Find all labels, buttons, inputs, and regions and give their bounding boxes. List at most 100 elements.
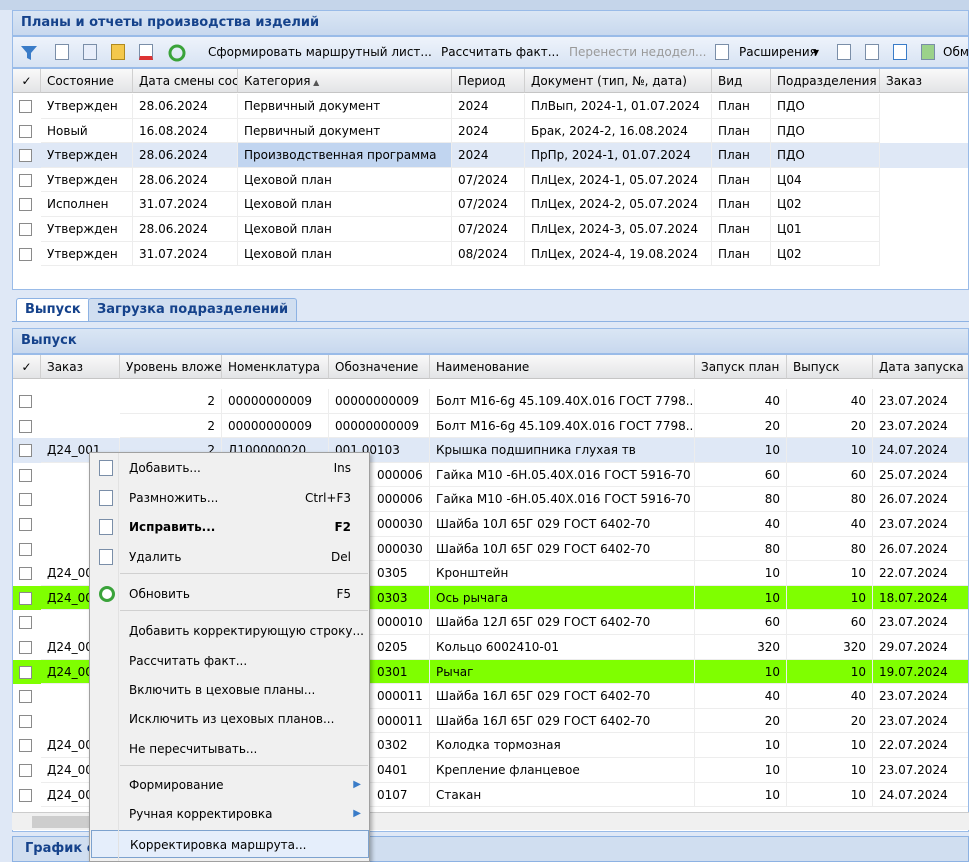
checkbox[interactable] [19, 665, 32, 679]
grid-row[interactable] [13, 241, 968, 267]
menu-item[interactable]: Добавить корректирующую строку... [91, 617, 369, 645]
menu-item[interactable]: Добавить... Ins [91, 454, 369, 482]
tab[interactable]: Загрузка подразделений [88, 298, 298, 321]
dropdown-arrow[interactable]: ▾ [813, 45, 820, 59]
column-header[interactable]: Номенклатура [222, 355, 329, 379]
menu-item[interactable]: Ручная корректировка ▶ [91, 800, 369, 828]
grid-cell: Ц02 [771, 241, 880, 267]
filter-icon[interactable] [19, 43, 39, 63]
edit-icon[interactable] [111, 44, 125, 60]
checkbox[interactable] [19, 100, 32, 113]
menu-item[interactable]: Рассчитать факт... [91, 647, 369, 675]
column-header[interactable]: Документ (тип, №, дата) [525, 69, 712, 93]
checkbox[interactable] [19, 591, 32, 605]
column-header[interactable]: ✓ [13, 355, 41, 379]
checkbox[interactable] [19, 518, 32, 531]
grid-cell: 000010 [329, 610, 430, 635]
column-header[interactable]: Состояние [41, 69, 133, 93]
menu-item[interactable]: Обновить F5 [91, 580, 369, 608]
column-header[interactable]: Категория ▲ [238, 69, 452, 93]
ext-icon[interactable] [715, 44, 729, 60]
tab[interactable]: Выпуск [16, 298, 90, 321]
checkbox[interactable] [19, 247, 32, 261]
grid-row[interactable] [13, 192, 968, 217]
sort-arrow: ▲ [310, 78, 320, 87]
grid-cell: 40 [787, 389, 873, 414]
copy-icon[interactable] [83, 44, 97, 60]
grid-cell: 24.07.2024 [873, 438, 968, 463]
checkbox[interactable] [19, 493, 32, 507]
grid-row[interactable] [13, 167, 968, 193]
menu-item[interactable]: Размножить... Ctrl+F3 [91, 484, 369, 512]
menu-item[interactable]: Не пересчитывать... [91, 735, 369, 763]
column-header[interactable]: Уровень вложен [120, 355, 222, 379]
column-header[interactable]: Дата запуска [873, 355, 968, 379]
column-header[interactable]: Выпуск [787, 355, 873, 379]
new-icon[interactable] [55, 44, 69, 60]
checkbox[interactable] [19, 690, 32, 704]
menu-item[interactable]: Корректировка маршрута... [91, 830, 369, 858]
grid-cell: 10 [787, 438, 873, 463]
checkbox[interactable] [19, 468, 32, 482]
column-header[interactable]: ✓ [13, 69, 41, 93]
grid-cell: 320 [787, 635, 873, 660]
menu-item[interactable]: Исправить... F2 [91, 513, 369, 541]
grid-cell: 20 [695, 708, 787, 734]
checkbox[interactable] [19, 395, 32, 408]
checkbox[interactable] [19, 739, 32, 753]
grid-row[interactable] [13, 217, 968, 242]
import-icon[interactable] [837, 44, 851, 60]
grid-cell: 10 [787, 782, 873, 808]
grid-row[interactable] [13, 143, 968, 168]
exchange-button[interactable]: Обме [943, 45, 969, 59]
grid-row[interactable] [13, 118, 968, 144]
menu-gutter [118, 453, 119, 861]
checkbox[interactable] [19, 542, 32, 556]
checkbox[interactable] [19, 444, 32, 458]
checkbox[interactable] [19, 764, 32, 777]
checkbox[interactable] [19, 419, 32, 433]
grid-row[interactable] [13, 389, 968, 414]
checkbox[interactable] [19, 223, 32, 236]
checkbox[interactable] [19, 198, 32, 212]
menu-item[interactable]: Формирование ▶ [91, 771, 369, 799]
column-header[interactable]: Вид [712, 69, 771, 93]
checkbox[interactable] [19, 714, 32, 728]
exchange-icon[interactable] [921, 44, 935, 60]
menu-item[interactable]: Включить в цеховые планы... [91, 676, 369, 704]
grid-cell: Цеховой план [238, 217, 452, 242]
menu-label: Удалить [129, 550, 182, 564]
column-header[interactable]: Период [452, 69, 525, 93]
column-header[interactable]: Заказ [41, 355, 120, 379]
grid-cell: Цеховой план [238, 192, 452, 217]
column-header[interactable]: Запуск план [695, 355, 787, 379]
column-header[interactable]: Заказ [880, 69, 968, 93]
grid-row[interactable] [13, 94, 968, 119]
toolbar-button[interactable]: Сформировать маршрутный лист... [208, 45, 432, 59]
grid-cell: ПрПр, 2024-1, 01.07.2024 [525, 143, 712, 168]
checkbox[interactable] [19, 788, 32, 802]
checkbox[interactable] [19, 173, 32, 187]
column-header[interactable]: Дата смены сост [133, 69, 238, 93]
menu-label: Рассчитать факт... [129, 654, 248, 668]
checkbox[interactable] [19, 124, 32, 138]
checkbox[interactable] [19, 641, 32, 654]
extensions-button[interactable]: Расширения [739, 45, 817, 59]
export-icon[interactable] [865, 44, 879, 60]
checkbox[interactable] [19, 616, 32, 630]
toolbar-button[interactable]: Рассчитать факт... [441, 45, 560, 59]
column-header[interactable]: Наименование [430, 355, 695, 379]
refresh-icon[interactable] [167, 43, 187, 63]
grid-cell: Ц01 [771, 217, 880, 242]
checkbox[interactable] [19, 149, 32, 163]
menu-item[interactable]: Удалить Del [91, 543, 369, 571]
delete-icon[interactable] [139, 44, 153, 60]
grid-row[interactable] [13, 413, 968, 439]
bottom-tab[interactable]: График с [25, 841, 95, 856]
checkbox[interactable] [19, 567, 32, 581]
column-header[interactable]: Подразделения [771, 69, 880, 93]
menu-item[interactable]: Исключить из цеховых планов... [91, 705, 369, 733]
tree-icon[interactable] [893, 44, 907, 60]
column-header[interactable]: Обозначение [329, 355, 430, 379]
menu-shortcut: Ins [333, 461, 351, 475]
